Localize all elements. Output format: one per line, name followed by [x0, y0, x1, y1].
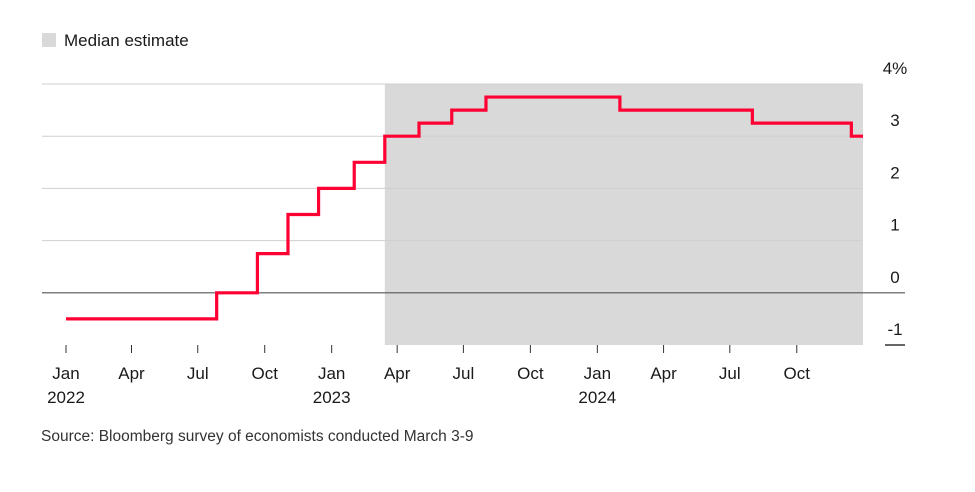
- x-tick-label: Apr: [118, 364, 145, 383]
- chart: 4% 3 2 1 0 -1 Jan 2022 Apr Jul Oct Jan 2023 Apr Jul Oct…: [42, 31, 908, 407]
- x-tick-label: Jul: [453, 364, 475, 383]
- x-tick-label: Oct: [784, 364, 811, 383]
- source-note: Source: Bloomberg survey of economists c…: [41, 428, 474, 445]
- x-tick-label: Jan: [318, 364, 345, 383]
- x-tick-label: Jan: [584, 364, 611, 383]
- shaded-estimate-region: [384, 84, 863, 345]
- x-tick-label: Apr: [384, 364, 411, 383]
- median-estimate-line: [66, 95, 863, 321]
- y-tick-label: 2: [890, 163, 899, 182]
- x-tick-label: Jul: [187, 364, 209, 383]
- y-tick-label: 0: [890, 268, 899, 287]
- x-tick-label: Oct: [517, 364, 544, 383]
- x-tick-label: Jul: [719, 364, 741, 383]
- x-tick-label: Oct: [251, 364, 278, 383]
- x-tick-year-label: 2023: [313, 388, 351, 407]
- legend-swatch: [42, 33, 56, 47]
- y-tick-label: 4%: [883, 59, 908, 78]
- legend-label: Median estimate: [64, 31, 189, 50]
- x-tick-label: Jan: [52, 364, 79, 383]
- y-tick-label: 1: [890, 216, 899, 235]
- x-tick-label: Apr: [650, 364, 677, 383]
- x-tick-year-label: 2022: [47, 388, 85, 407]
- y-tick-label: 3: [890, 111, 899, 130]
- x-tick-year-label: 2024: [578, 388, 616, 407]
- y-tick-label: -1: [887, 320, 902, 339]
